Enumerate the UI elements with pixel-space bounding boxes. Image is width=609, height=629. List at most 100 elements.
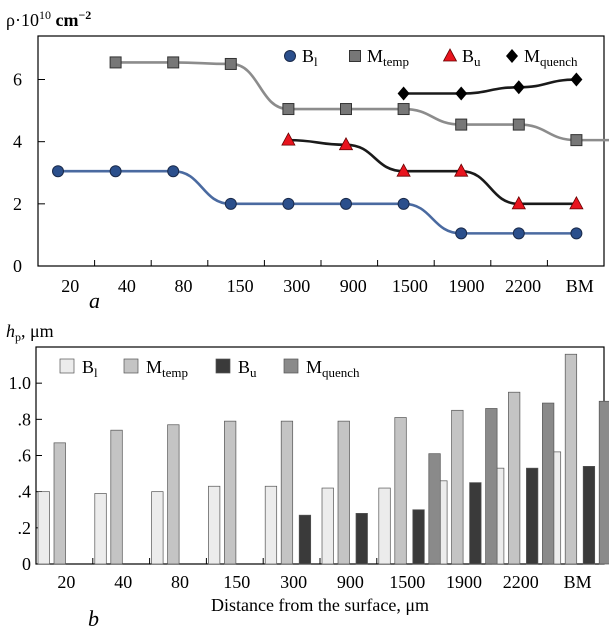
x-tick-label: BM [566,276,594,296]
data-point [282,197,295,210]
bar-b-u [526,467,539,565]
legend-marker [506,49,518,63]
panel-b-legend: Bl Mtemp Bu Mquench [59,357,360,380]
bar-m-temp [394,417,407,565]
y-tick-label: .4 [18,482,32,502]
x-tick-label: 2200 [505,276,541,296]
bar-m-quench [428,453,441,565]
panel-b: hp, μm 0 .2 .4 .6 .8 1.0 20 40 80 150 300 900 1500 19… [6,321,609,629]
data-point [109,165,122,178]
panel-a-series [52,56,609,240]
y-tick-label: 4 [13,132,22,152]
bar-b-l [37,491,50,565]
bar-b-u [298,514,312,565]
series-line-b-l [58,169,577,235]
data-point [455,86,468,101]
legend-label: Bu [462,46,481,69]
bar-b-u [412,509,425,565]
x-tick-label: 1900 [449,276,485,296]
data-point [396,163,411,177]
legend-label: Bl [302,46,318,69]
data-point [224,197,237,210]
panel-a-legend: Bl Mtemp Bu Mquench [284,46,578,69]
y-tick-label: 0 [22,554,31,574]
legend-marker [284,50,296,62]
panel-b-bars [37,353,609,565]
x-tick-label: 300 [283,276,310,296]
bar-m-temp [110,429,123,565]
panel-b-y-axis-label: hp, μm [6,321,54,344]
data-point [282,103,295,116]
bar-b-l [264,485,278,565]
data-point [512,227,525,240]
data-point [167,165,180,178]
panel-a-axes: 0 2 4 6 20 40 80 150 300 900 1500 1900 2200 BM [13,70,605,296]
legend-label: Bu [238,357,257,380]
x-tick-label: 1500 [392,276,428,296]
bar-m-temp [224,420,237,565]
x-tick-label: 20 [57,572,75,592]
bar-m-temp [167,424,180,565]
legend-swatch [59,358,75,374]
legend-label: Mtemp [367,46,409,69]
bar-m-quench [485,408,498,565]
data-point [338,136,354,151]
bar-m-temp [337,420,350,565]
legend-marker [442,48,458,62]
x-tick-label: 150 [227,276,254,296]
panel-a-y-axis-label: ρ·1010 cm−2 [6,8,91,30]
data-point [570,227,583,240]
x-tick-label: 900 [337,572,364,592]
data-point [281,132,296,146]
panel-a: ρ·1010 cm−2 0 2 4 6 20 40 80 150 300 900 1500 1900 2… [6,8,609,313]
panel-b-axes: 0 .2 .4 .6 .8 1.0 20 40 80 150 300 900 1500 1900 2200 B… [9,373,592,592]
x-tick-label: 150 [223,572,250,592]
data-point [109,56,122,69]
y-tick-label: 6 [13,70,22,90]
bar-m-temp [451,409,464,565]
data-point [340,197,352,210]
data-point [570,134,583,147]
bar-b-l [94,493,107,565]
data-point [569,195,584,210]
x-tick-label: 1900 [446,572,482,592]
bar-b-l [208,485,221,565]
x-tick-label: 40 [114,572,132,592]
bar-b-u [469,482,482,565]
data-point [455,227,468,240]
bar-b-l [321,487,334,565]
x-tick-label: 2200 [503,572,539,592]
x-tick-label: 80 [175,276,193,296]
bar-b-l [378,487,391,565]
y-tick-label: 0 [13,256,22,276]
panel-b-x-axis-label: Distance from the surface, μm [211,595,429,615]
legend-label: Mquench [524,46,578,69]
x-tick-label: 80 [171,572,189,592]
data-point [570,72,583,87]
bar-b-u [582,466,596,565]
bar-m-temp [280,420,294,565]
data-point [512,118,525,131]
x-tick-label: 300 [280,572,307,592]
data-point [340,103,352,116]
panel-b-label: b [88,606,99,629]
legend-label: Mquench [306,357,360,380]
data-point [52,165,64,178]
series-line-m-quench [403,78,577,95]
data-point [455,118,468,131]
data-point [397,103,410,116]
data-point [511,195,526,210]
series-line-m-temp [115,61,609,142]
bar-b-l [151,491,164,565]
panel-a-label: a [89,288,100,313]
data-point [512,80,525,95]
y-tick-label: .8 [18,409,32,429]
legend-swatch [283,358,299,374]
legend-marker [349,50,361,62]
bar-b-u [355,513,368,565]
legend-label: Mtemp [146,357,188,380]
data-point [454,163,469,177]
legend-swatch [215,358,231,374]
x-tick-label: 40 [118,276,136,296]
